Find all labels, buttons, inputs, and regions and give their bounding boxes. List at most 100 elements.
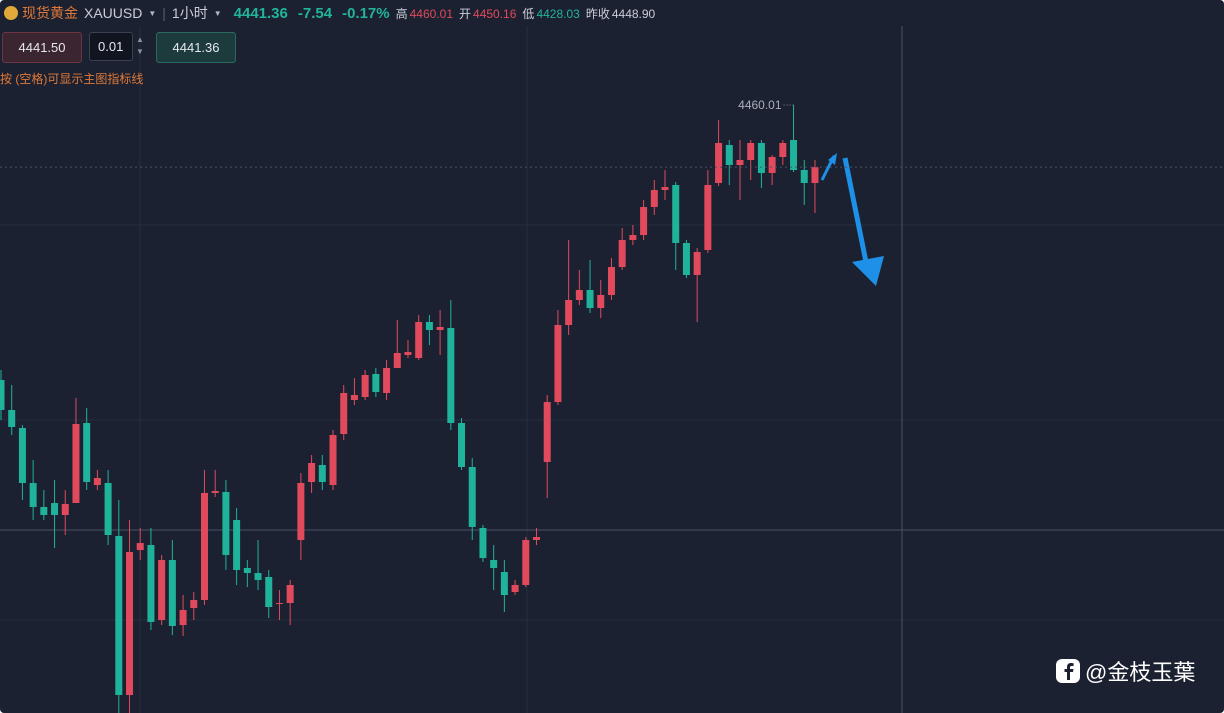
candle-body — [500, 572, 508, 595]
interval[interactable]: 1小时 — [171, 5, 208, 21]
candle-body — [254, 573, 262, 580]
separator: | — [162, 5, 166, 21]
candle-body — [136, 543, 144, 550]
instrument-name[interactable]: 现货黄金 — [22, 5, 78, 21]
candle-body — [40, 507, 48, 515]
candle-body — [725, 145, 733, 165]
candle-body — [200, 493, 208, 600]
candle-body — [650, 190, 658, 207]
stat-value: 4448.90 — [611, 6, 656, 21]
candle-body — [318, 465, 326, 482]
candle-body — [575, 290, 583, 300]
gold-icon — [4, 6, 18, 20]
stat-label: 高 — [395, 6, 408, 21]
watermark-icon — [1056, 659, 1080, 683]
price-change-percent: -0.17% — [342, 4, 390, 22]
candle-body — [682, 243, 690, 275]
candle-body — [286, 585, 294, 603]
annotation-arrow-head — [828, 153, 837, 165]
candle-body — [372, 374, 380, 392]
candle-body — [243, 568, 251, 573]
candle-body — [179, 610, 187, 625]
candle-body — [18, 428, 26, 483]
candle-body — [350, 395, 358, 400]
candle-body — [811, 167, 819, 183]
candle-body — [458, 423, 466, 467]
candle-body — [693, 252, 701, 275]
candle-body — [479, 528, 487, 558]
candle-body — [747, 143, 755, 160]
dropdown-caret[interactable]: ▼ — [213, 8, 222, 18]
candle-body — [211, 491, 219, 493]
candle-body — [222, 492, 230, 555]
sell-button[interactable]: 4441.50 — [2, 32, 82, 63]
candle-body — [340, 393, 348, 434]
candle-body — [115, 536, 123, 695]
candle-body — [629, 235, 637, 240]
candle-body — [168, 560, 176, 626]
candle-body — [768, 157, 776, 173]
candle-body — [447, 328, 455, 423]
candle-body — [265, 577, 273, 607]
candle-body — [415, 322, 423, 358]
stat-value: 4450.16 — [473, 6, 517, 21]
candle-body — [190, 600, 198, 608]
candle-body — [404, 352, 412, 355]
candle-body — [83, 423, 91, 482]
candle-body — [672, 185, 680, 243]
symbol[interactable]: XAUUSD — [84, 5, 143, 21]
watermark-text: @金枝玉葉 — [1085, 660, 1196, 685]
stat-label: 昨收 — [585, 6, 610, 21]
candle-body — [93, 478, 101, 485]
candle-body — [361, 375, 369, 397]
price-change: -7.54 — [297, 4, 333, 22]
lot-input[interactable]: 0.01 — [89, 32, 133, 61]
candle-body — [790, 140, 798, 170]
candle-body — [72, 424, 80, 503]
stats: 高 4460.01 开 4450.16 低 4428.03 昨收 4448.90 — [396, 5, 662, 22]
candle-body — [618, 240, 626, 267]
candle-body — [640, 207, 648, 235]
candle-body — [436, 327, 444, 330]
stat-value: 4428.03 — [536, 6, 580, 21]
candle-body — [607, 267, 615, 295]
watermark: @金枝玉葉 — [1055, 655, 1195, 687]
candle-body — [126, 552, 134, 695]
candle-body — [533, 537, 540, 540]
candle-body — [61, 504, 69, 515]
candle-body — [233, 520, 241, 570]
candle-body — [597, 295, 605, 308]
stat-label: 低 — [522, 6, 535, 21]
stat-value: 4460.01 — [409, 6, 454, 21]
candle-body — [715, 143, 723, 183]
lot-stepper[interactable]: ▲ ▼ — [136, 35, 144, 56]
candle-body — [425, 322, 433, 330]
candle-body — [158, 560, 166, 620]
candle-body — [779, 143, 787, 157]
candle-body — [0, 380, 5, 410]
candle-body — [490, 560, 498, 568]
candle-body — [275, 603, 283, 604]
symbol-bar: 现货黄金 XAUUSD ▼ | 1小时 ▼ 4441.36 -7.54 -0.1… — [0, 0, 1224, 26]
stat-label: 开 — [459, 6, 472, 21]
candle-body — [704, 185, 712, 250]
high-marker-label: 4460.01 — [738, 98, 782, 112]
candle-body — [511, 585, 519, 592]
candle-body — [104, 483, 112, 535]
hint-text: 按 (空格)可显示主图指标线 — [0, 72, 144, 86]
candle-body — [147, 545, 155, 622]
candle-body — [51, 503, 59, 515]
candle-body — [308, 463, 316, 482]
buy-button[interactable]: 4441.36 — [156, 32, 236, 63]
candle-body — [29, 483, 37, 507]
candle-body — [383, 368, 391, 393]
candle-body — [543, 402, 551, 462]
candle-body — [297, 483, 305, 540]
candle-body — [565, 300, 573, 325]
dropdown-caret[interactable]: ▼ — [148, 8, 157, 18]
candle-body — [800, 170, 808, 183]
candle-body — [329, 435, 337, 485]
annotation-arrow — [842, 157, 869, 263]
